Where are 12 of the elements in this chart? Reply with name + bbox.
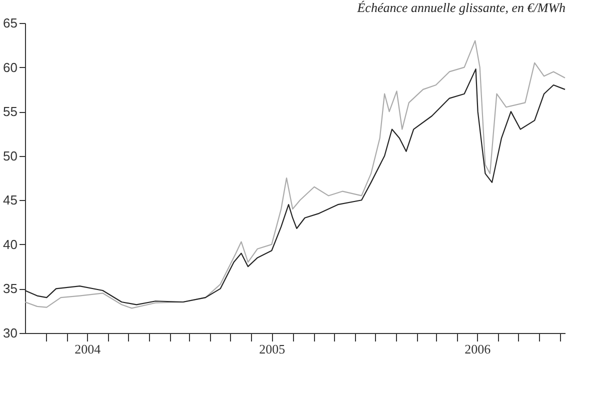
x-tick-label: 2004 [74, 342, 102, 356]
y-tick-label: 65 [3, 16, 18, 30]
y-tick-label: 60 [3, 60, 18, 75]
text: Échéance annuelle glissante, en €/MWh [356, 0, 566, 15]
y-tick-label: 45 [3, 192, 18, 208]
y-tick-label: 35 [3, 281, 18, 296]
y-tick-label: 30 [3, 326, 18, 340]
y-tick-label: 40 [3, 236, 18, 252]
y-tick-label: 55 [3, 104, 18, 120]
x-tick-label: 2006 [464, 342, 492, 356]
y-tick-label: 50 [3, 148, 18, 164]
x-tick-label: 2005 [259, 342, 286, 356]
